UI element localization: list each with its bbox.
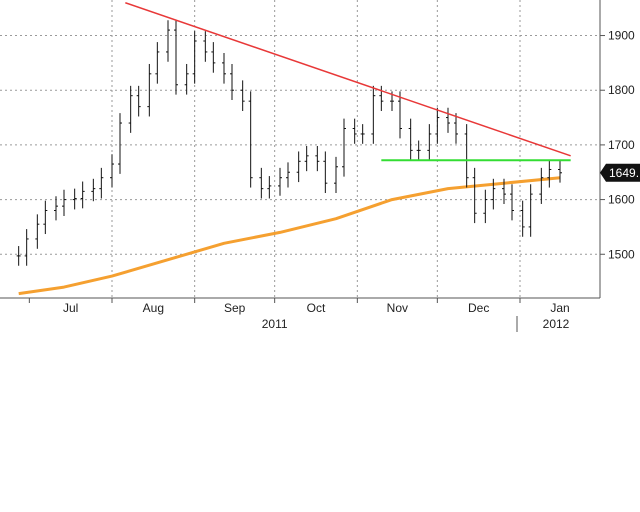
x-tick-label: Jul xyxy=(63,301,78,315)
price-bar xyxy=(483,189,488,224)
price-bar xyxy=(54,196,58,221)
price-bar xyxy=(435,107,440,144)
price-bar xyxy=(408,118,413,161)
price-bar xyxy=(248,91,253,188)
label-layer: 1900 1800 1700 1600 1500 Jul Aug Sep Oct Nov Dec Ja… xyxy=(63,29,640,331)
price-bar xyxy=(72,188,77,210)
x-tick-label: Aug xyxy=(143,301,164,315)
price-bar xyxy=(352,118,357,144)
price-bar xyxy=(296,151,301,183)
price-bar xyxy=(62,189,66,216)
price-bar xyxy=(427,124,432,161)
price-bar xyxy=(80,181,85,209)
price-bar xyxy=(558,159,562,183)
price-bar xyxy=(398,91,402,139)
price-bar xyxy=(110,154,114,188)
price-bar xyxy=(360,124,365,144)
x-tick-label: Dec xyxy=(468,301,489,315)
price-bar xyxy=(43,200,48,235)
x-tick-label: Jan xyxy=(550,301,569,315)
price-bar xyxy=(35,214,40,249)
price-bar xyxy=(502,178,506,204)
price-bar xyxy=(166,20,170,62)
price-bar xyxy=(510,184,514,221)
price-bar xyxy=(334,156,338,194)
year-label-2011: 2011 xyxy=(262,317,288,331)
price-bar xyxy=(464,124,469,188)
price-bar xyxy=(472,167,477,224)
last-price-tag xyxy=(600,163,640,182)
price-bar xyxy=(16,246,21,266)
price-bar xyxy=(118,113,122,174)
price-bar xyxy=(24,229,29,266)
axis-layer xyxy=(0,0,605,332)
price-bar xyxy=(211,42,216,73)
price-bar xyxy=(184,63,189,95)
price-bar xyxy=(147,63,152,117)
y-tick-label: 1500 xyxy=(608,247,635,261)
last-price-label: 1649. xyxy=(609,166,639,180)
price-bar xyxy=(203,31,208,62)
x-tick-label: Nov xyxy=(387,301,408,315)
price-bar xyxy=(520,200,525,237)
price-bar xyxy=(192,31,197,84)
price-bar xyxy=(323,151,328,194)
price-bar xyxy=(304,145,309,172)
price-bar xyxy=(454,113,458,144)
price-bar xyxy=(136,85,141,117)
y-tick-label: 1900 xyxy=(608,29,635,43)
price-bar xyxy=(99,167,104,199)
price-bar xyxy=(446,107,450,133)
price-bar xyxy=(371,85,376,144)
price-bar xyxy=(240,80,245,111)
price-bar xyxy=(267,176,272,199)
x-tick-label: Sep xyxy=(224,301,246,315)
price-bar xyxy=(286,162,290,188)
price-bar xyxy=(259,167,264,199)
price-bar xyxy=(547,159,552,188)
resistance-trendline xyxy=(125,2,571,157)
price-bar xyxy=(91,178,96,202)
price-bar xyxy=(528,184,533,237)
price-bar xyxy=(342,118,346,177)
series-layer xyxy=(16,2,571,296)
price-bar xyxy=(230,63,234,101)
price-bar xyxy=(539,167,544,204)
year-label-2012: 2012 xyxy=(543,317,570,331)
y-tick-label: 1600 xyxy=(608,193,635,207)
price-bar xyxy=(155,42,160,84)
price-bar xyxy=(222,53,226,84)
price-bar xyxy=(416,140,421,161)
y-tick-label: 1700 xyxy=(608,138,635,152)
y-tick-label: 1800 xyxy=(608,83,635,97)
price-bar xyxy=(174,20,178,95)
x-tick-label: Oct xyxy=(307,301,326,315)
price-bar xyxy=(315,145,320,172)
price-bar xyxy=(128,85,133,133)
price-bar xyxy=(491,178,496,210)
price-bar xyxy=(278,167,282,196)
grid-layer xyxy=(0,0,600,298)
